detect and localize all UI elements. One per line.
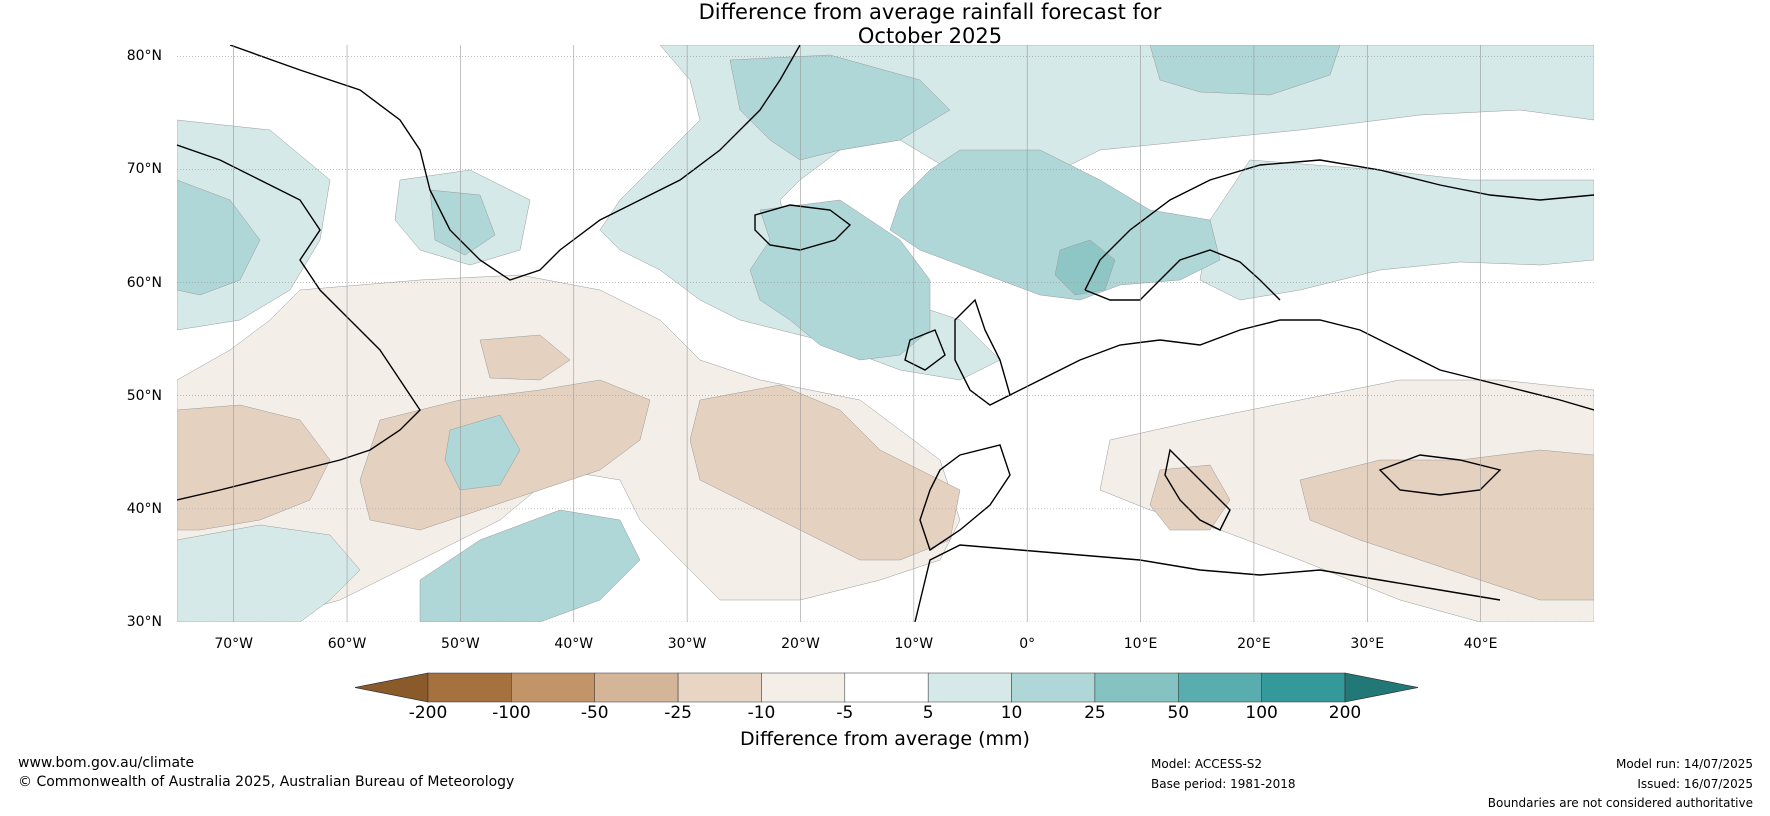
colorbar-segment	[1178, 672, 1262, 703]
colorbar	[354, 672, 1419, 703]
coast-north-africa	[914, 544, 1501, 622]
footer-issued: Issued: 16/07/2025	[1637, 777, 1753, 791]
coast-scandinavia-south	[1084, 249, 1281, 301]
colorbar-tick-label: 10	[1000, 703, 1023, 723]
lon-label: 0°	[1019, 636, 1036, 652]
colorbar-segment	[844, 672, 929, 703]
colorbar-tick-label: -100	[492, 703, 531, 723]
coast-labrador	[177, 144, 421, 501]
colorbar-segment	[427, 672, 512, 703]
lat-label: 80°N	[126, 48, 162, 65]
colorbar-extend-high	[1344, 672, 1419, 703]
lat-label: 50°N	[126, 387, 162, 404]
coast-iceland	[754, 204, 852, 251]
colorbar-segment	[1011, 672, 1096, 703]
wet-region-greenland-sea	[729, 54, 951, 161]
wet-region-svalbard	[1149, 45, 1341, 96]
title-line-1: Difference from average rainfall forecas…	[698, 0, 1162, 24]
lon-label: 10°W	[894, 636, 934, 652]
lon-label: 40°W	[554, 636, 594, 652]
lon-label: 40°E	[1463, 636, 1498, 652]
lon-label: 70°W	[214, 636, 254, 652]
footer-disclaimer: Boundaries are not considered authoritat…	[1487, 796, 1753, 810]
footer-model: Model: ACCESS-S2	[1151, 757, 1263, 771]
dry-region-newfoundland	[177, 404, 331, 531]
map-title: Difference from average rainfall forecas…	[0, 0, 1770, 48]
colorbar-tick-label: -25	[664, 703, 692, 723]
colorbar-tick-label: 25	[1084, 703, 1106, 723]
footer-url: www.bom.gov.au/climate	[18, 755, 195, 771]
colorbar-segment	[1094, 672, 1179, 703]
wet-region-sargasso	[177, 524, 361, 622]
dry-region-italy	[1149, 464, 1231, 531]
lon-label: 30°W	[667, 636, 707, 652]
colorbar-tick-label: -50	[580, 703, 609, 723]
footer-copyright: © Commonwealth of Australia 2025, Austra…	[18, 774, 515, 790]
wet-region-labrador-core	[177, 179, 261, 296]
coast-black-sea	[1378, 454, 1502, 496]
dry-region-turkey	[1299, 449, 1594, 601]
footer-base-period: Base period: 1981-2018	[1151, 777, 1296, 791]
lon-label: 60°W	[327, 636, 367, 652]
dry-region-north-atlantic-patch	[479, 334, 571, 381]
colorbar-tick-label: -10	[747, 703, 776, 723]
gridlines	[177, 45, 1594, 622]
coast-europe	[1009, 319, 1594, 411]
colorbar-tick-label: 100	[1245, 703, 1278, 723]
colorbar-segment	[677, 672, 762, 703]
wet-region-norway-core	[1054, 239, 1116, 296]
wet-region-atlantic-core	[749, 199, 931, 361]
colorbar-tick-label: 200	[1328, 703, 1362, 723]
title-line-2: October 2025	[857, 24, 1003, 48]
lon-label: 20°W	[781, 636, 820, 652]
colorbar-segment	[594, 672, 679, 703]
colorbar-tick-label: -5	[836, 703, 854, 723]
coastlines	[177, 45, 1594, 622]
dry-region-iberia	[689, 384, 961, 561]
colorbar-segment	[1261, 672, 1346, 703]
colorbar-segment	[927, 672, 1012, 703]
lon-label: 20°E	[1237, 636, 1271, 652]
colorbar-tick-label: 50	[1167, 703, 1190, 723]
colorbar-segment	[511, 672, 595, 703]
colorbar-tick-label: 5	[922, 703, 934, 723]
wet-region-norway	[889, 149, 1221, 301]
wet-region-mid-atlantic-patch	[444, 414, 521, 491]
lat-label: 70°N	[126, 161, 162, 178]
colorbar-extend-low	[354, 672, 429, 703]
lon-label: 10°E	[1123, 636, 1158, 652]
wet-region-subtropical	[419, 509, 641, 622]
coast-iberia	[919, 444, 1011, 552]
lon-label: 50°W	[441, 636, 480, 652]
coast-scandinavia	[1084, 159, 1594, 291]
lon-label: 30°E	[1350, 636, 1385, 652]
colorbar-tick-label: -200	[408, 703, 448, 723]
lat-label: 30°N	[126, 614, 162, 630]
coast-greenland	[229, 45, 801, 281]
colorbar-segment	[761, 672, 846, 703]
map-canvas	[177, 45, 1594, 622]
colorbar-title: Difference from average (mm)	[740, 728, 1030, 750]
coast-italy	[1164, 448, 1231, 531]
footer-model-run: Model run: 14/07/2025	[1615, 757, 1753, 771]
lat-label: 60°N	[126, 274, 162, 291]
wet-region-sw-greenland-core	[429, 189, 496, 256]
lat-label: 40°N	[126, 500, 162, 517]
